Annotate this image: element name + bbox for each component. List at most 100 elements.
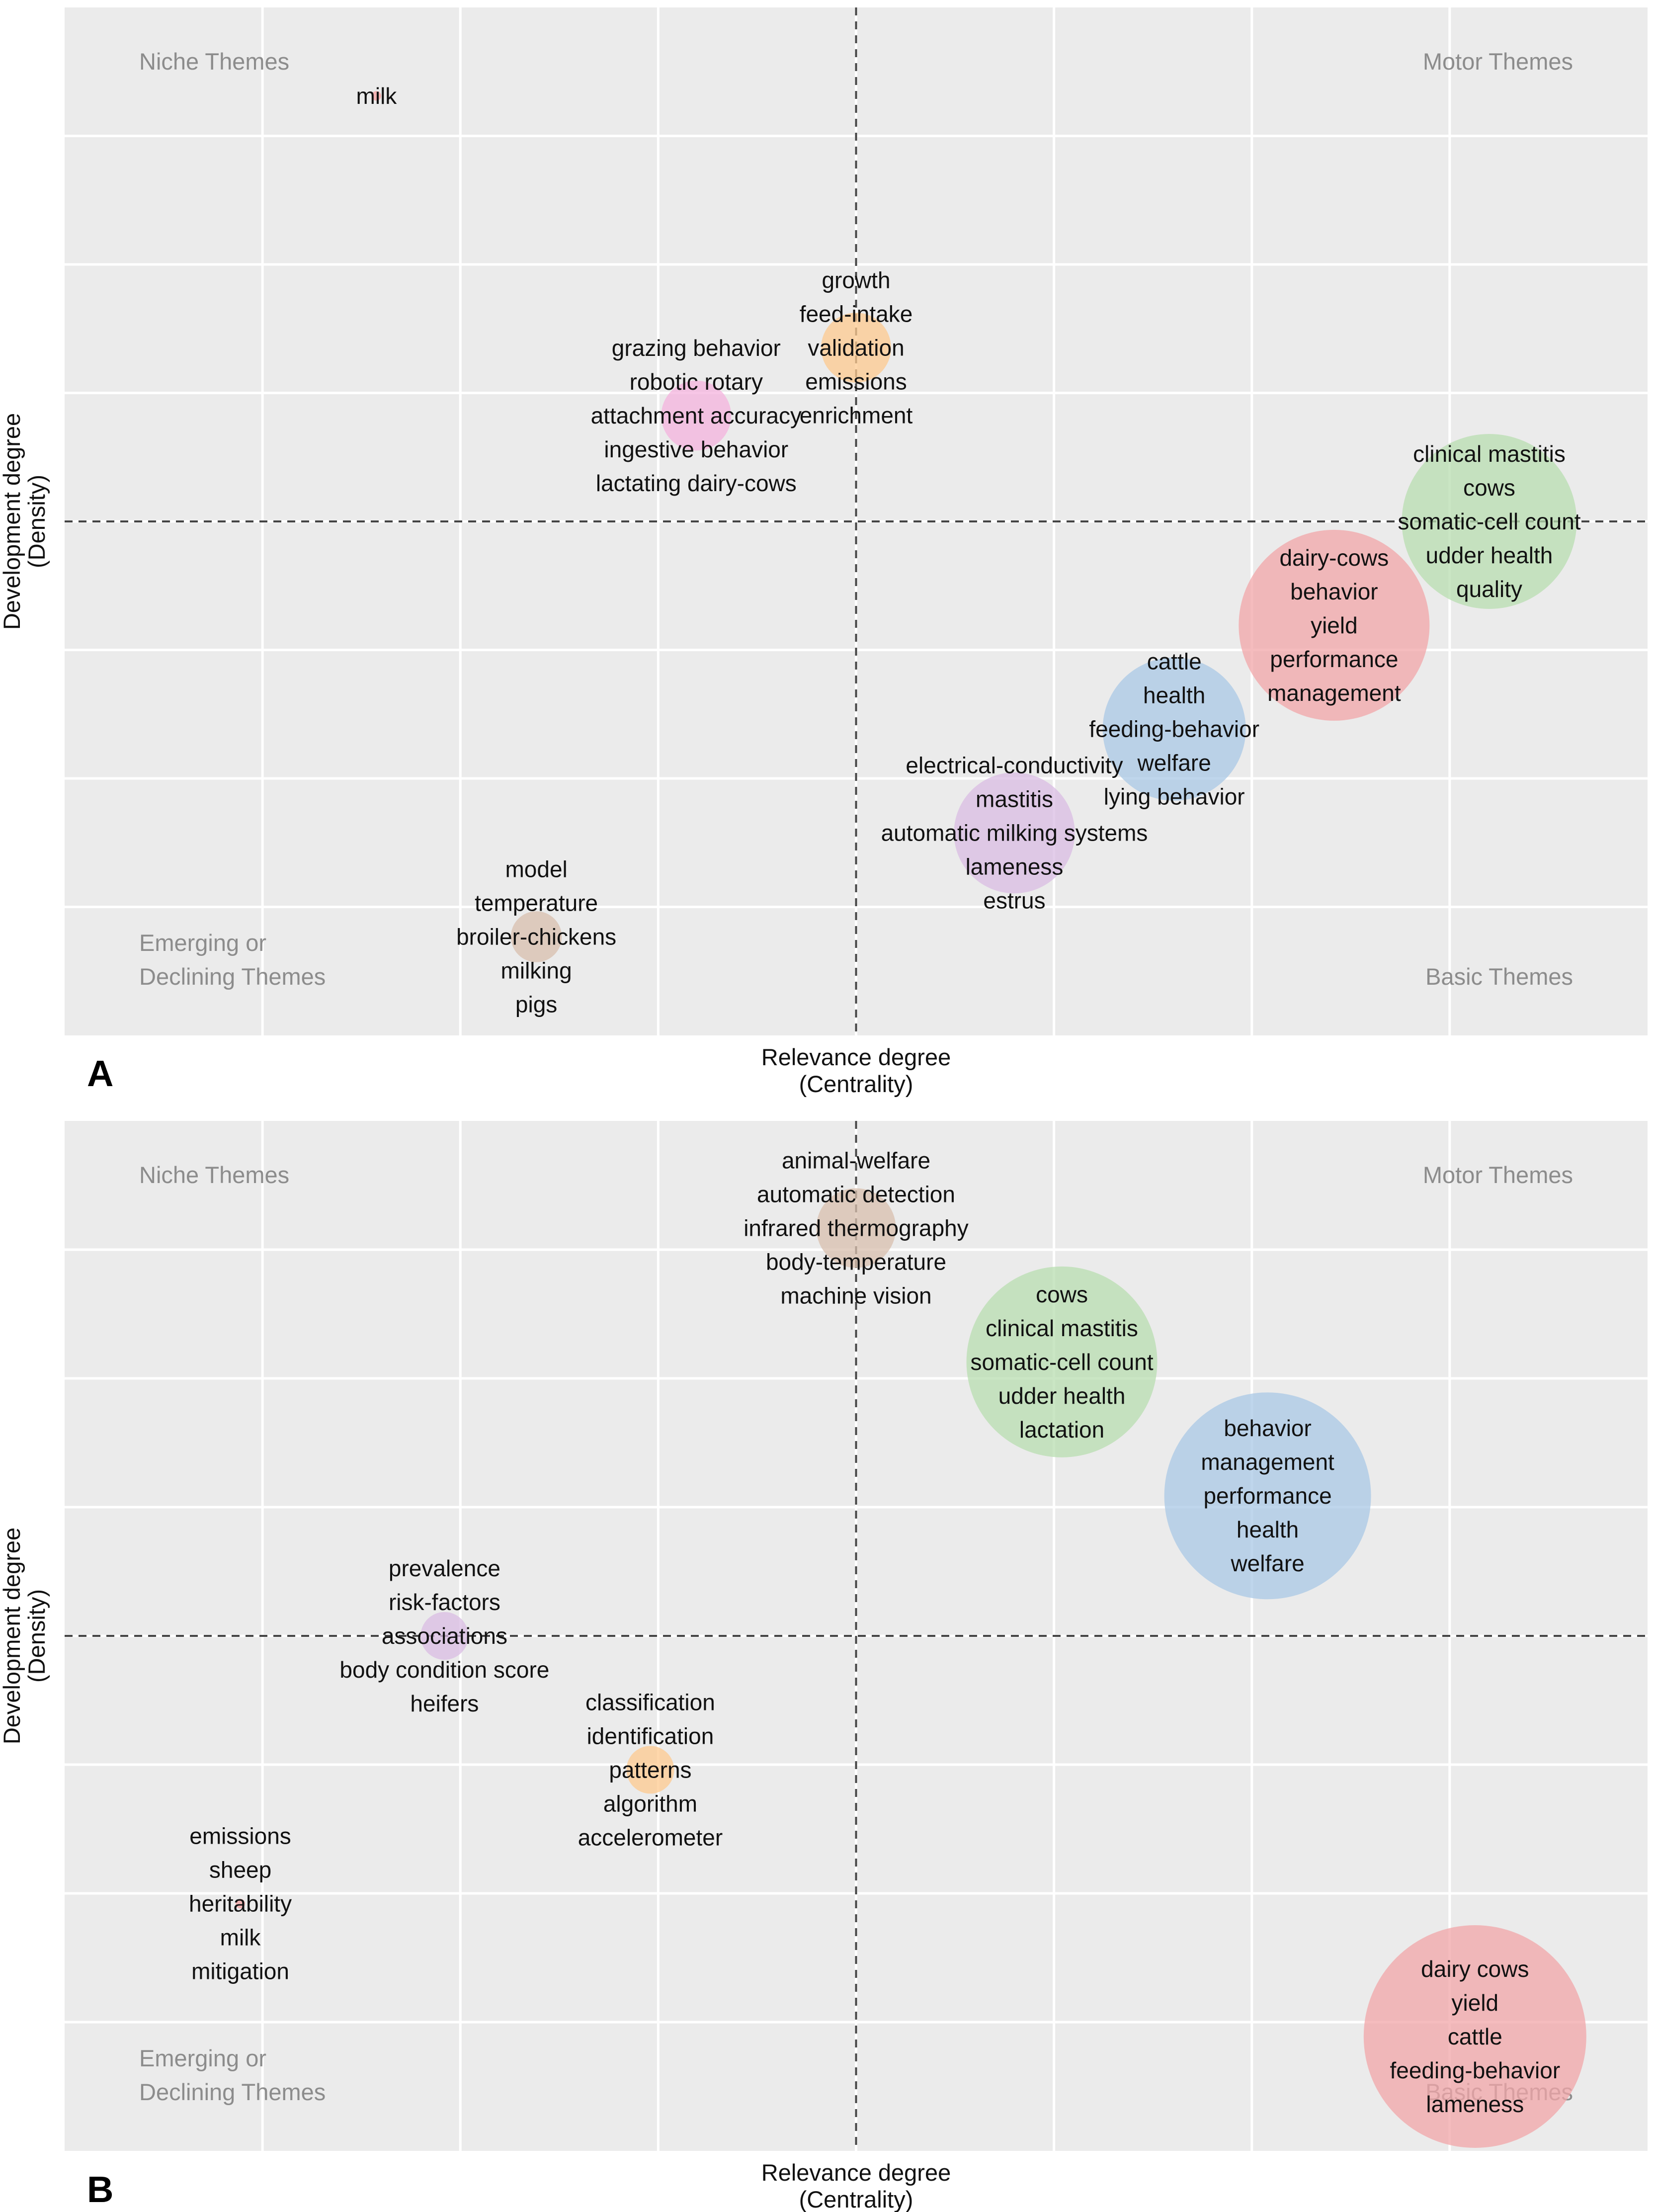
cluster-keyword: cattle xyxy=(1448,2024,1502,2049)
cluster-keyword: quality xyxy=(1456,576,1522,602)
cluster-keyword: growth xyxy=(822,267,890,293)
cluster-keyword: grazing behavior xyxy=(612,335,781,361)
quadrant-label-line: Motor Themes xyxy=(1423,1162,1573,1188)
cluster-label: clinical mastitis cows somatic-cell count u… xyxy=(1398,441,1580,602)
cluster-keyword: classification xyxy=(585,1689,715,1715)
cluster-keyword: estrus xyxy=(983,888,1045,914)
cluster-keyword: heritability xyxy=(189,1891,292,1917)
quadrant-label-basic: Basic Themes xyxy=(1425,963,1573,990)
quadrant-label-emerging: Emerging or Declining Themes xyxy=(139,2045,326,2105)
x-axis-title-subline: (Centrality) xyxy=(799,1071,913,1097)
cluster-keyword: somatic-cell count xyxy=(1398,509,1580,534)
cluster-bubble xyxy=(954,772,1075,894)
cluster-label: prevalence risk-factors associations body c… xyxy=(339,1555,549,1716)
cluster-keyword: management xyxy=(1201,1449,1334,1475)
cluster-bubble xyxy=(1164,1392,1371,1600)
cluster-keyword: milking xyxy=(501,957,572,983)
cluster-bubble xyxy=(1402,434,1577,609)
cluster-keyword: automatic detection xyxy=(757,1181,955,1207)
cluster-keyword: infrared thermography xyxy=(744,1215,969,1241)
cluster-keyword: body condition score xyxy=(339,1657,549,1683)
cluster-label: dairy cows yield cattle feeding-behavior lam… xyxy=(1390,1956,1560,2117)
quadrant-label-niche: Niche Themes xyxy=(139,1162,289,1188)
cluster-keyword: lameness xyxy=(966,854,1064,880)
quadrant-label-motor: Motor Themes xyxy=(1423,48,1573,75)
cluster-keyword: health xyxy=(1237,1517,1299,1542)
cluster-label: animal-welfare automatic detection infrare… xyxy=(744,1147,969,1308)
cluster-label: milk xyxy=(356,83,398,109)
cluster-keyword: udder health xyxy=(1426,542,1553,568)
cluster-bubble xyxy=(1239,529,1430,721)
cluster-keyword: lactating dairy-cows xyxy=(596,470,797,496)
cluster-bubble xyxy=(1363,1925,1586,2148)
quadrant-label-line: Niche Themes xyxy=(139,1162,289,1188)
cluster-keyword: validation xyxy=(808,335,904,361)
cluster-label: grazing behavior robotic rotary attachment… xyxy=(591,335,802,496)
cluster-keyword: yield xyxy=(1452,1990,1499,2016)
cluster-keyword: machine vision xyxy=(780,1282,931,1308)
cluster-label: cows clinical mastitis somatic-cell count u… xyxy=(970,1281,1153,1443)
cluster-keyword: cattle xyxy=(1147,649,1202,675)
cluster-keyword: udder health xyxy=(998,1383,1126,1409)
cluster-keyword: prevalence xyxy=(389,1555,500,1581)
cluster-keyword: behavior xyxy=(1290,579,1378,604)
cluster-keyword: cows xyxy=(1036,1281,1088,1307)
cluster-keyword: emissions xyxy=(189,1823,291,1849)
cluster-keyword: ingestive behavior xyxy=(604,436,788,462)
quadrant-label-line: Emerging or xyxy=(139,930,266,956)
cluster-keyword: animal-welfare xyxy=(782,1147,930,1173)
cluster-keyword: patterns xyxy=(609,1757,691,1783)
cluster-keyword: automatic milking systems xyxy=(881,820,1148,846)
cluster-bubble xyxy=(821,313,891,383)
cluster-label: behavior management performance health welfa… xyxy=(1201,1415,1334,1576)
cluster-bubble xyxy=(420,1612,469,1660)
cluster-keyword: accelerometer xyxy=(578,1824,723,1850)
quadrant-label-line: Niche Themes xyxy=(139,48,289,75)
cluster-keyword: clinical mastitis xyxy=(986,1315,1138,1341)
cluster-keyword: performance xyxy=(1270,646,1398,672)
cluster-keyword: risk-factors xyxy=(389,1589,500,1615)
cluster-keyword: broiler-chickens xyxy=(456,924,616,949)
y-axis-title-line: Development degree xyxy=(0,413,25,630)
cluster-keyword: feeding-behavior xyxy=(1089,716,1259,742)
cluster-label: model temperature broiler-chickens milking p… xyxy=(456,856,616,1017)
cluster-keyword: enrichment xyxy=(800,403,913,428)
cluster-keyword: milk xyxy=(356,83,398,109)
cluster-keyword: yield xyxy=(1311,612,1358,638)
cluster-label: dairy-cows behavior yield performance manage… xyxy=(1267,545,1401,706)
cluster-keyword: lameness xyxy=(1426,2091,1524,2117)
cluster-keyword: dairy cows xyxy=(1421,1956,1529,1982)
cluster-keyword: feed-intake xyxy=(800,301,913,327)
cluster-label: growth feed-intake validation emissions enri… xyxy=(800,267,913,428)
cluster-bubble xyxy=(235,1899,246,1909)
y-axis-title-subline: (Density) xyxy=(23,1589,50,1683)
cluster-bubble xyxy=(1102,657,1246,801)
cluster-keyword: heifers xyxy=(410,1691,479,1716)
quadrant-label-line: Declining Themes xyxy=(139,2079,326,2105)
cluster-keyword: lactation xyxy=(1019,1417,1104,1443)
x-axis-title: Relevance degree (Centrality) xyxy=(761,2159,951,2212)
cluster-bubble xyxy=(966,1266,1158,1457)
cluster-keyword: algorithm xyxy=(603,1790,697,1816)
quadrant-label-emerging: Emerging or Declining Themes xyxy=(139,930,326,990)
cluster-keyword: behavior xyxy=(1224,1415,1311,1441)
quadrant-label-motor: Motor Themes xyxy=(1423,1162,1573,1188)
y-axis-title: Development degree(Density) xyxy=(0,1528,50,1744)
x-axis-title-line: Relevance degree xyxy=(761,2159,951,2186)
cluster-keyword: cows xyxy=(1463,475,1515,501)
y-axis-title: Development degree(Density) xyxy=(0,413,50,630)
cluster-bubble xyxy=(626,1746,674,1794)
cluster-keyword: identification xyxy=(587,1723,714,1749)
cluster-keyword: milk xyxy=(220,1925,261,1951)
cluster-keyword: somatic-cell count xyxy=(970,1349,1153,1375)
quadrant-label-line: Declining Themes xyxy=(139,963,326,990)
cluster-keyword: pigs xyxy=(515,991,557,1017)
quadrant-label-line: Motor Themes xyxy=(1423,48,1573,75)
cluster-keyword: lying behavior xyxy=(1104,784,1245,810)
panel-a: Niche Themes Motor Themes Emerging or Decli… xyxy=(0,7,1648,1097)
cluster-keyword: welfare xyxy=(1230,1550,1304,1576)
cluster-keyword: health xyxy=(1143,682,1205,708)
x-axis-title: Relevance degree (Centrality) xyxy=(761,1044,951,1097)
cluster-keyword: clinical mastitis xyxy=(1413,441,1566,467)
cluster-keyword: welfare xyxy=(1137,750,1211,776)
